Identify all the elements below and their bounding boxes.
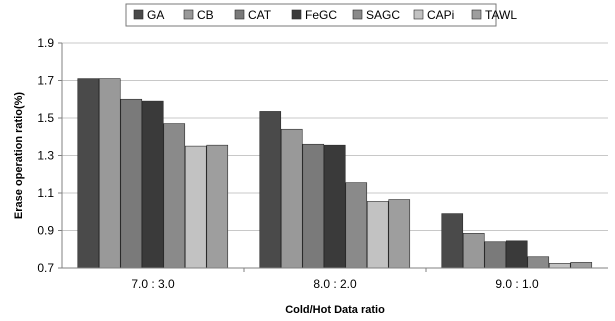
y-tick-label: 1.9	[37, 36, 54, 50]
legend-label-capi: CAPi	[427, 8, 454, 22]
bar-fegc-1	[323, 144, 346, 269]
bar-sagc-0	[163, 123, 186, 269]
legend-label-tawl: TAWL	[485, 8, 517, 22]
legend-swatch-fegc	[291, 9, 302, 20]
legend-label-ga: GA	[147, 8, 164, 22]
bar-cb-1	[280, 128, 303, 269]
legend-label-sagc: SAGC	[366, 8, 400, 22]
bar-ga-1	[259, 111, 282, 269]
bar-tawl-2	[570, 262, 593, 269]
y-tick-label: 1.5	[37, 111, 54, 125]
legend-swatch-cat	[234, 9, 245, 20]
legend: GA CB CAT FeGC SAGC CAPi TAWL	[125, 3, 517, 27]
legend-label-cat: CAT	[248, 8, 272, 22]
bar-fegc-2	[505, 240, 528, 269]
bar-cat-0	[120, 98, 143, 269]
bar-cb-2	[462, 233, 485, 269]
y-tick-label: 0.9	[37, 224, 54, 238]
bar-tawl-0	[206, 144, 229, 269]
bar-cat-2	[484, 241, 507, 269]
legend-box	[125, 3, 497, 27]
bars	[77, 78, 593, 269]
bar-capi-0	[184, 145, 207, 269]
y-tick-label: 1.1	[37, 186, 54, 200]
y-axis-title: Erase operation ratio(%)	[13, 92, 25, 219]
y-tick-label: 1.7	[37, 74, 54, 88]
bar-capi-1	[366, 201, 389, 269]
axes	[61, 43, 608, 269]
legend-label-fegc: FeGC	[305, 8, 337, 22]
bar-tawl-1	[388, 199, 411, 269]
legend-swatch-sagc	[352, 9, 363, 20]
x-axis-title: Cold/Hot Data ratio	[285, 304, 385, 316]
bar-sagc-1	[345, 182, 368, 269]
bar-cat-1	[302, 143, 325, 269]
bar-capi-2	[548, 263, 571, 269]
bar-ga-0	[77, 78, 100, 269]
legend-swatch-tawl	[471, 9, 482, 20]
x-axis-ticks: 7.0 : 3.0 8.0 : 2.0 9.0 : 1.0	[131, 268, 539, 291]
legend-swatch-cb	[183, 9, 194, 20]
bar-ga-2	[441, 213, 464, 269]
legend-swatch-capi	[413, 9, 424, 20]
bar-sagc-2	[527, 256, 550, 269]
x-tick-label: 8.0 : 2.0	[313, 277, 357, 291]
x-tick-label: 9.0 : 1.0	[495, 277, 539, 291]
y-axis-ticks: 0.7 0.9 1.1 1.3 1.5 1.7 1.9	[37, 36, 62, 275]
x-tick-label: 7.0 : 3.0	[131, 277, 175, 291]
legend-swatch-ga	[133, 9, 144, 20]
bar-cb-0	[98, 78, 121, 269]
bar-fegc-0	[141, 100, 164, 269]
legend-label-cb: CB	[197, 8, 214, 22]
y-tick-label: 1.3	[37, 149, 54, 163]
y-tick-label: 0.7	[37, 261, 54, 275]
